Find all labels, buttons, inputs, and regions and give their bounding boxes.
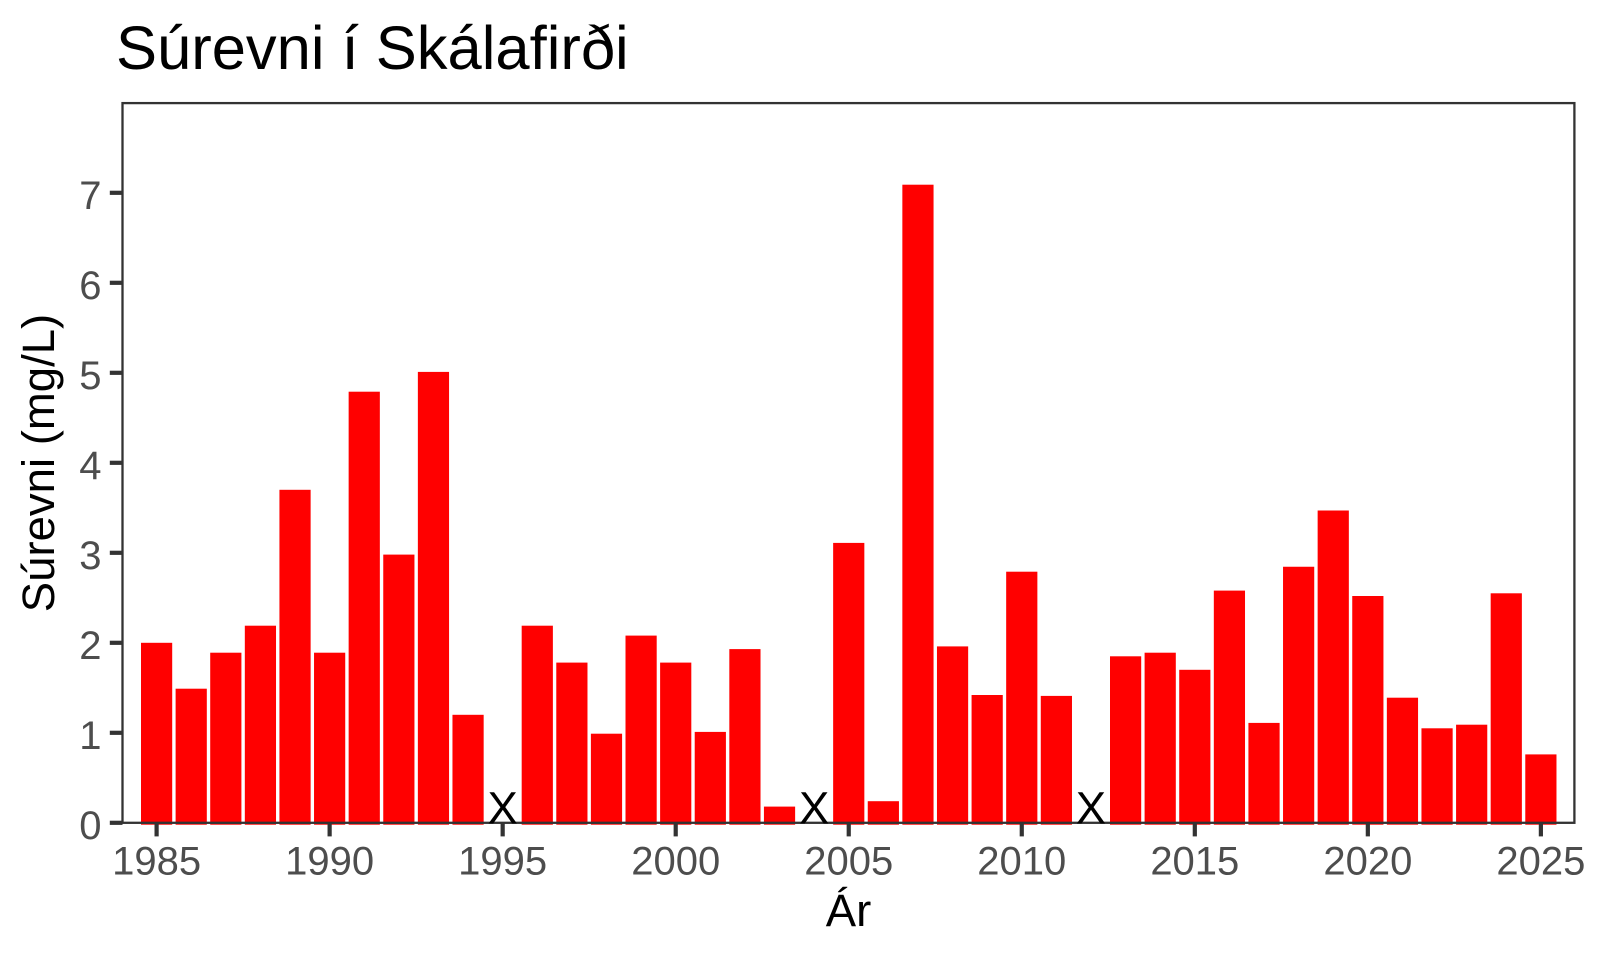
svg-text:Súrevni í Skálafirði: Súrevni í Skálafirði — [116, 14, 629, 83]
svg-text:2020: 2020 — [1323, 840, 1412, 884]
svg-text:5: 5 — [79, 354, 101, 398]
svg-text:2: 2 — [79, 624, 101, 668]
svg-text:2025: 2025 — [1496, 840, 1585, 884]
svg-text:6: 6 — [79, 264, 101, 308]
svg-text:2000: 2000 — [631, 840, 720, 884]
svg-text:7: 7 — [79, 174, 101, 218]
svg-text:X: X — [799, 782, 829, 833]
svg-text:1985: 1985 — [112, 840, 201, 884]
svg-text:1995: 1995 — [458, 840, 547, 884]
svg-text:2010: 2010 — [977, 840, 1066, 884]
svg-text:3: 3 — [79, 534, 101, 578]
svg-text:Ár: Ár — [826, 885, 872, 936]
svg-text:2005: 2005 — [804, 840, 893, 884]
svg-text:2015: 2015 — [1150, 840, 1239, 884]
svg-text:1: 1 — [79, 714, 101, 758]
svg-text:1990: 1990 — [285, 840, 374, 884]
svg-text:X: X — [487, 782, 517, 833]
svg-text:Súrevni (mg/L): Súrevni (mg/L) — [13, 314, 64, 612]
svg-text:X: X — [1076, 782, 1106, 833]
svg-text:0: 0 — [79, 804, 101, 848]
svg-text:4: 4 — [79, 444, 101, 488]
